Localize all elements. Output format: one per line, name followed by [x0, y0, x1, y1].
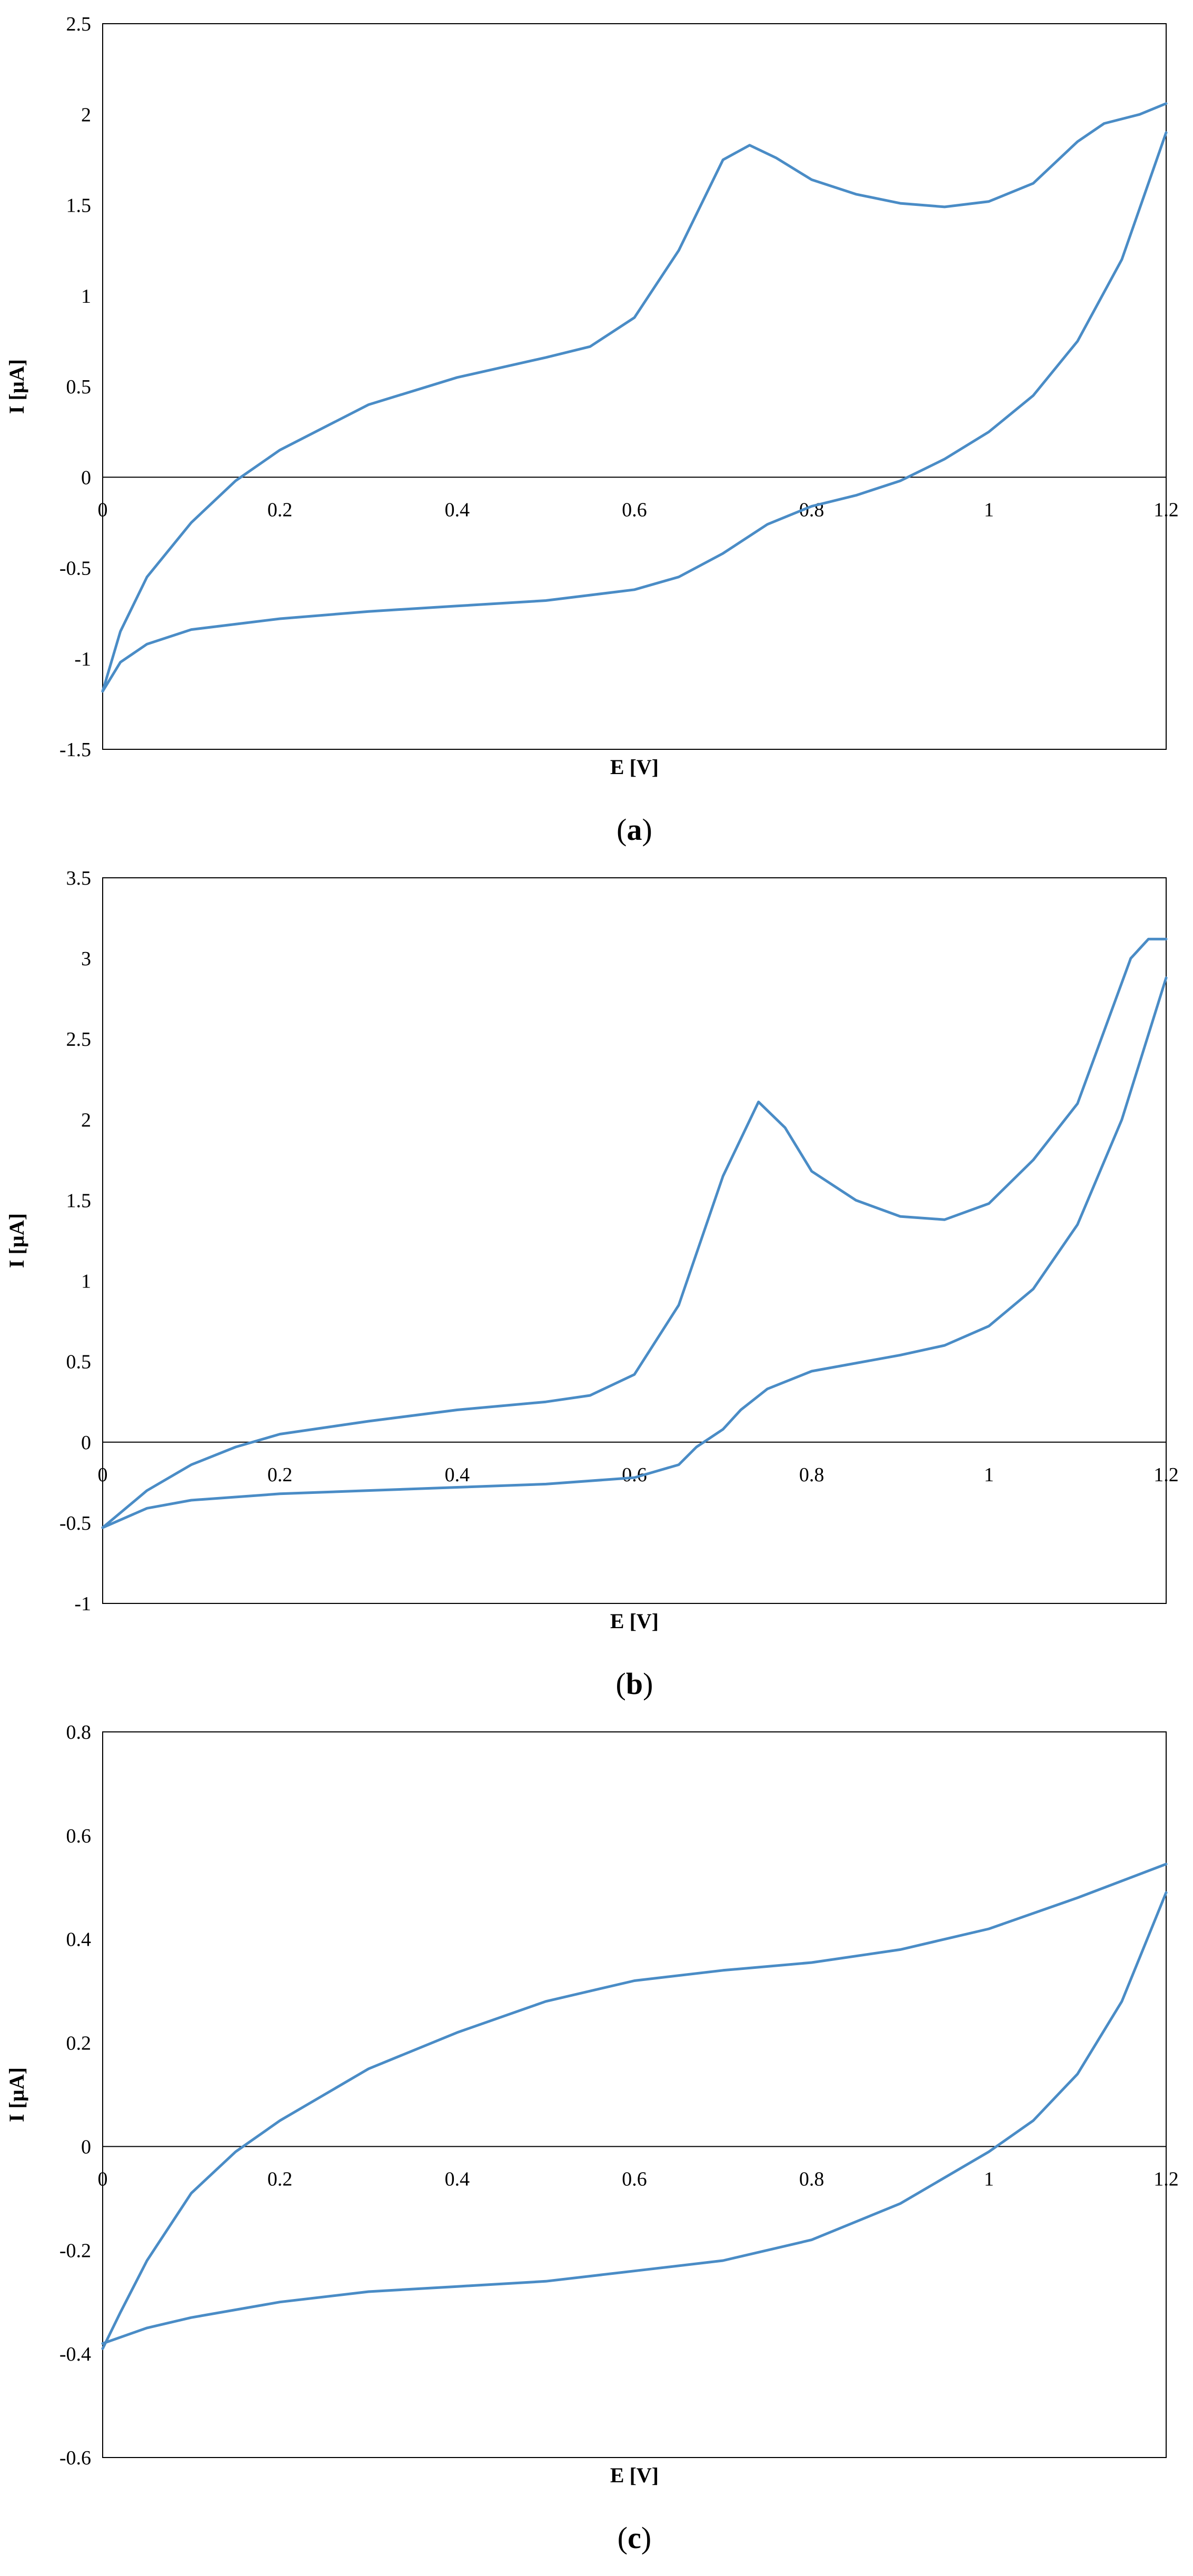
y-tick-label: 1 [81, 1271, 91, 1293]
x-tick-label: 0.4 [445, 499, 470, 521]
y-tick-label: 2 [81, 104, 91, 126]
x-tick-label: 1 [984, 499, 994, 521]
x-axis-title: E [V] [610, 755, 659, 779]
y-tick-label: 1.5 [66, 195, 92, 217]
y-tick-label: 0.2 [66, 2033, 92, 2055]
y-tick-label: 1.5 [66, 1190, 92, 1212]
y-tick-label: 0 [81, 1432, 91, 1454]
y-tick-label: 0.4 [66, 1929, 92, 1951]
x-tick-label: 1 [984, 2168, 994, 2190]
panel-caption: (a) [617, 813, 652, 847]
y-tick-label: -0.4 [59, 2343, 91, 2365]
x-tick-label: 1.2 [1154, 1464, 1179, 1486]
chart-panel-c: 0 0.2 0.4 0.6 0.8 1 1.2 0.8 0.6 0.4 0.2 0 -0.2 -0.4 -0… [5, 1721, 1179, 2555]
y-tick-label: 0 [81, 2136, 91, 2158]
anodic-scan-line [101, 937, 1168, 1529]
y-tick-label: 2 [81, 1109, 91, 1131]
panel-caption-letter: a [627, 813, 642, 847]
x-tick-label: 0 [98, 1464, 108, 1486]
plot-frame [102, 1731, 1167, 2458]
y-tick-label: -1 [74, 1593, 91, 1615]
y-tick-label: -0.2 [59, 2240, 91, 2262]
panel-caption: (b) [616, 1667, 653, 1701]
anodic-scan-line [101, 1862, 1168, 2350]
y-tick-label: 0.5 [66, 1351, 92, 1373]
x-tick-label: 0.4 [445, 2168, 470, 2190]
plot-frame [102, 877, 1167, 1604]
x-tick-label: 1.2 [1154, 499, 1179, 521]
x-tick-label: 1.2 [1154, 2168, 1179, 2190]
y-tick-label: 0 [81, 467, 91, 489]
x-tick-label: 1 [984, 1464, 994, 1486]
x-axis-title: E [V] [610, 2463, 659, 2487]
y-tick-label: -0.5 [59, 1512, 91, 1534]
y-tick-label: 2.5 [66, 13, 92, 35]
x-tick-label: 0.8 [799, 2168, 824, 2190]
panel-caption-letter: c [628, 2521, 641, 2555]
x-tick-label: 0.2 [267, 2168, 293, 2190]
y-axis-title: I [µA] [5, 2067, 28, 2122]
y-tick-label: -1 [74, 648, 91, 670]
y-tick-label: 0.8 [66, 1721, 92, 1743]
x-tick-label: 0.2 [267, 1464, 293, 1486]
cathodic-scan-line [101, 1891, 1168, 2345]
y-tick-label: 2.5 [66, 1028, 92, 1051]
cathodic-scan-line [101, 131, 1168, 693]
x-tick-label: 0.2 [267, 499, 293, 521]
y-tick-label: 1 [81, 285, 91, 308]
chart-panel-a: 0 0.2 0.4 0.6 0.8 1 1.22.521.510.50-0.5-1-1.5E… [5, 13, 1179, 847]
y-tick-label: 3 [81, 948, 91, 970]
x-tick-label: 0 [98, 2168, 108, 2190]
plot-frame [102, 23, 1167, 750]
y-tick-label: -1.5 [59, 739, 91, 761]
anodic-scan-line [101, 102, 1168, 693]
panel-caption: (c) [618, 2521, 651, 2555]
x-tick-label: 0 [98, 499, 108, 521]
panel-caption-letter: b [626, 1667, 643, 1701]
x-tick-label: 0.4 [445, 1464, 470, 1486]
x-tick-label: 0.8 [799, 1464, 824, 1486]
y-tick-label: -0.6 [59, 2447, 91, 2469]
chart-panel-b: 0 0.2 0.4 0.6 0.8 1 1.23.532.521.510.50-0.5-1E… [5, 867, 1179, 1701]
y-axis-title: I [µA] [5, 359, 28, 414]
x-axis-title: E [V] [610, 1609, 659, 1633]
y-tick-label: 0.5 [66, 376, 92, 398]
cathodic-scan-line [101, 976, 1168, 1529]
y-tick-label: 0.6 [66, 1825, 92, 1847]
y-tick-label: 3.5 [66, 867, 92, 889]
y-tick-label: -0.5 [59, 558, 91, 580]
x-tick-label: 0.6 [622, 2168, 647, 2190]
x-tick-label: 0.6 [622, 499, 647, 521]
y-axis-title: I [µA] [5, 1213, 28, 1268]
